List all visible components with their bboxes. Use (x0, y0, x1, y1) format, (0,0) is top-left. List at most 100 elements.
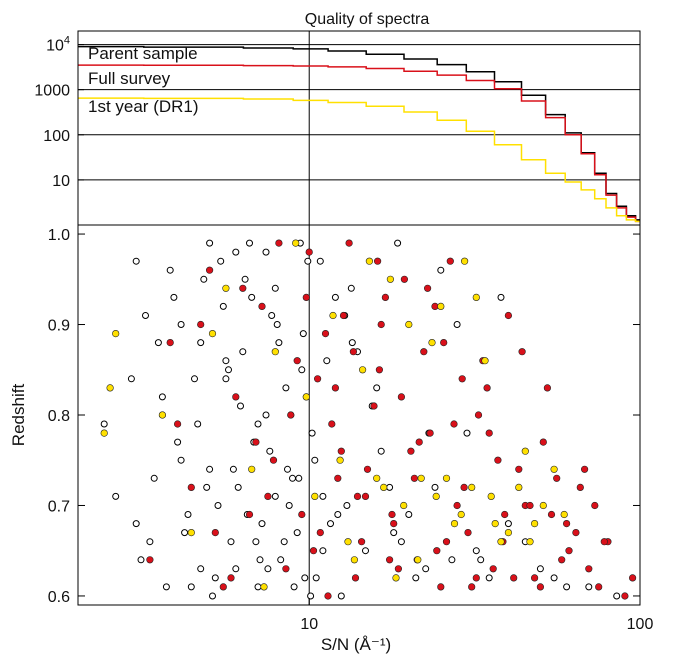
scatter-point-1st-year-dr1 (208, 330, 217, 338)
scatter-point-parent-sample (232, 565, 240, 573)
scatter-point-parent-sample (448, 556, 456, 564)
scatter-point-full-survey (585, 565, 593, 573)
bottom-y-tick-label: 0.6 (48, 589, 70, 606)
scatter-point-parent-sample (237, 402, 244, 410)
scatter-point-parent-sample (234, 483, 242, 491)
scatter-point-full-survey (460, 483, 468, 492)
scatter-point-parent-sample (613, 592, 621, 600)
scatter-point-1st-year-dr1 (417, 474, 425, 482)
scatter-point-full-survey (174, 420, 182, 428)
scatter-point-full-survey (440, 339, 448, 347)
scatter-point-full-survey (420, 348, 428, 356)
scatter-point-full-survey (437, 583, 445, 591)
scatter-point-parent-sample (150, 474, 158, 482)
scatter-point-full-survey (321, 330, 330, 338)
scatter-points (100, 239, 637, 600)
scatter-point-parent-sample (197, 339, 205, 347)
scatter-point-parent-sample (246, 239, 253, 247)
scatter-point-parent-sample (412, 574, 420, 582)
scatter-point-parent-sample (463, 429, 471, 437)
scatter-point-full-survey (407, 447, 415, 455)
scatter-point-full-survey (458, 375, 466, 383)
scatter-point-parent-sample (327, 520, 334, 528)
scatter-point-full-survey (282, 565, 290, 573)
scatter-point-parent-sample (166, 266, 174, 274)
scatter-point-full-survey (539, 438, 547, 446)
scatter-point-full-survey (287, 411, 295, 419)
scatter-point-parent-sample (275, 339, 283, 347)
scatter-point-parent-sample (132, 520, 140, 528)
scatter-point-parent-sample (290, 583, 298, 591)
scatter-point-parent-sample (273, 321, 281, 328)
scatter-point-full-survey (339, 311, 348, 320)
scatter-point-parent-sample (308, 429, 316, 437)
top-y-tick-exponent: 4 (64, 35, 70, 47)
scatter-point-parent-sample (334, 511, 342, 518)
scatter-point-full-survey (197, 320, 205, 329)
scatter-point-1st-year-dr1 (302, 393, 310, 401)
scatter-point-full-survey (187, 483, 195, 492)
scatter-point-parent-sample (284, 465, 291, 473)
scatter-point-parent-sample (307, 592, 315, 600)
scatter-point-parent-sample (254, 583, 262, 591)
chart-title: Quality of spectra (305, 11, 430, 28)
scatter-point-full-survey (375, 366, 384, 374)
scatter-point-parent-sample (301, 574, 309, 582)
scatter-point-parent-sample (362, 547, 369, 555)
scatter-point-full-survey (361, 492, 370, 501)
scatter-point-1st-year-dr1 (392, 574, 400, 582)
scatter-point-full-survey (483, 384, 491, 392)
scatter-point-parent-sample (170, 293, 178, 301)
top-series (78, 45, 640, 223)
scatter-point-1st-year-dr1 (472, 293, 480, 302)
scatter-point-parent-sample (298, 366, 306, 374)
scatter-point-full-survey (166, 339, 174, 347)
scatter-point-parent-sample (585, 583, 593, 591)
scatter-point-full-survey (252, 438, 260, 446)
scatter-point-parent-sample (319, 492, 327, 500)
bottom-x-tick-label: 10 (300, 616, 318, 633)
scatter-point-parent-sample (319, 547, 327, 555)
scatter-point-full-survey (442, 538, 451, 546)
scatter-point-parent-sample (348, 339, 356, 347)
scatter-point-full-survey (293, 357, 301, 365)
scatter-point-1st-year-dr1 (373, 474, 381, 482)
legend-entry-parent-sample: Parent sample (88, 44, 198, 63)
scatter-point-full-survey (219, 583, 227, 591)
scatter-point-parent-sample (158, 393, 166, 401)
scatter-point-1st-year-dr1 (158, 411, 166, 419)
scatter-point-parent-sample (127, 375, 135, 383)
bottom-panel-frame (77, 224, 641, 606)
scatter-point-full-survey (433, 547, 441, 555)
scatter-point-parent-sample (146, 538, 154, 546)
scatter-point-1st-year-dr1 (112, 330, 120, 338)
scatter-point-full-survey (464, 528, 472, 537)
scatter-point-1st-year-dr1 (491, 519, 499, 528)
scatter-point-parent-sample (222, 375, 230, 383)
scatter-point-full-survey (518, 348, 526, 356)
scatter-point-parent-sample (177, 456, 185, 464)
x-axis-label: S/N (Å⁻¹) (321, 635, 391, 654)
scatter-point-full-survey (232, 393, 240, 401)
scatter-point-parent-sample (194, 420, 202, 428)
scatter-point-full-survey (331, 384, 340, 392)
scatter-point-parent-sample (197, 565, 205, 573)
scatter-point-full-survey (400, 275, 409, 283)
scatter-point-parent-sample (377, 447, 385, 455)
scatter-point-full-survey (245, 510, 254, 519)
scatter-point-full-survey (595, 583, 603, 591)
scatter-point-full-survey (410, 474, 419, 482)
legend-entry-1st-year-dr1: 1st year (DR1) (88, 97, 199, 116)
scatter-point-1st-year-dr1 (187, 528, 195, 537)
scatter-point-1st-year-dr1 (560, 510, 568, 519)
scatter-point-1st-year-dr1 (461, 257, 469, 265)
scatter-point-parent-sample (239, 348, 247, 356)
scatter-point-parent-sample (206, 465, 214, 473)
scatter-point-full-survey (324, 592, 332, 600)
scatter-point-parent-sample (217, 257, 225, 265)
scatter-point-1st-year-dr1 (450, 519, 459, 528)
scatter-point-parent-sample (390, 529, 398, 537)
top-y-tick-label: 1000 (34, 83, 70, 100)
scatter-point-1st-year-dr1 (414, 556, 422, 564)
scatter-point-parent-sample (262, 411, 270, 419)
